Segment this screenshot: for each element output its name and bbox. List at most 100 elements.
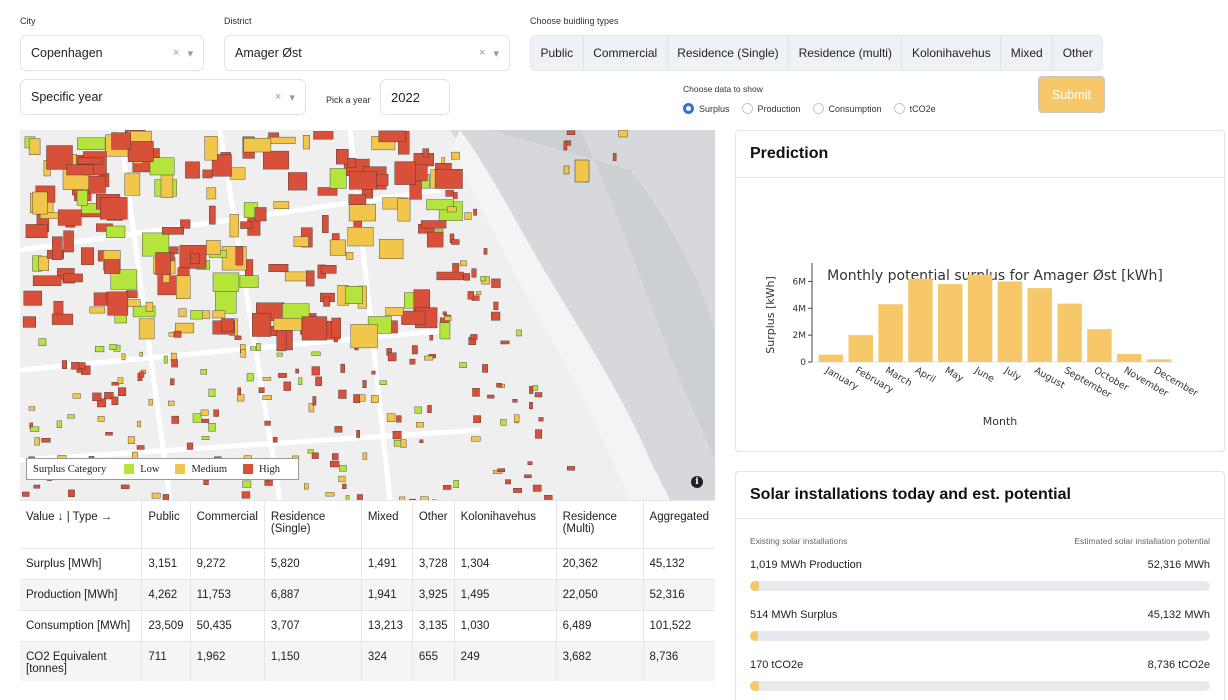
building-footprint[interactable] — [258, 387, 265, 393]
building-footprint[interactable] — [138, 318, 155, 340]
building-footprint[interactable] — [356, 494, 363, 501]
building-footprint[interactable] — [96, 398, 106, 408]
building-footprint[interactable] — [215, 289, 237, 314]
building-footprint[interactable] — [273, 201, 290, 210]
building-footprint[interactable] — [396, 415, 402, 423]
building-footprint[interactable] — [237, 394, 245, 402]
building-footprint[interactable] — [345, 495, 350, 501]
building-footprint[interactable] — [513, 488, 522, 493]
building-footprint[interactable] — [329, 168, 347, 189]
building-footprint[interactable] — [353, 394, 360, 403]
building-footprint[interactable] — [527, 461, 533, 465]
building-footprint[interactable] — [267, 136, 296, 144]
building-footprint[interactable] — [493, 301, 499, 310]
building-footprint[interactable] — [76, 368, 83, 373]
building-footprint[interactable] — [308, 403, 315, 413]
info-icon[interactable]: i — [691, 476, 703, 488]
building-footprint[interactable] — [208, 205, 216, 225]
building-footprint[interactable] — [151, 492, 161, 499]
building-footprint[interactable] — [161, 227, 184, 235]
building-footprint[interactable] — [278, 373, 287, 378]
building-footprint[interactable] — [262, 150, 289, 170]
building-footprint[interactable] — [338, 389, 347, 399]
building-footprint[interactable] — [460, 260, 467, 267]
building-footprint[interactable] — [345, 285, 363, 304]
building-footprint[interactable] — [311, 351, 321, 356]
building-footprint[interactable] — [453, 480, 459, 489]
building-footprint[interactable] — [516, 329, 522, 337]
building-footprint[interactable] — [71, 362, 80, 370]
building-footprint[interactable] — [63, 230, 74, 253]
building-footprint[interactable] — [268, 263, 289, 272]
building-footprint[interactable] — [56, 420, 62, 428]
building-footprint[interactable] — [451, 151, 460, 160]
radio-surplus[interactable]: Surplus — [683, 103, 730, 114]
building-footprint[interactable] — [28, 406, 36, 411]
building-footprint[interactable] — [63, 273, 83, 283]
building-footprint[interactable] — [311, 452, 319, 459]
building-footprint[interactable] — [483, 248, 488, 255]
building-footprint[interactable] — [137, 420, 141, 428]
building-footprint[interactable] — [434, 169, 463, 189]
building-footprint[interactable] — [362, 380, 367, 388]
building-footprint[interactable] — [293, 236, 309, 247]
building-footprint[interactable] — [612, 153, 617, 161]
building-footprint[interactable] — [459, 362, 467, 368]
building-footprint[interactable] — [273, 318, 302, 331]
building-footprint[interactable] — [394, 161, 416, 185]
building-footprint[interactable] — [109, 344, 117, 350]
building-footprint[interactable] — [427, 405, 432, 413]
building-footprint[interactable] — [139, 371, 145, 378]
building-footprint[interactable] — [439, 321, 451, 340]
building-footprint[interactable] — [524, 474, 532, 478]
building-footprint[interactable] — [104, 392, 114, 400]
building-footprint[interactable] — [420, 220, 447, 229]
building-footprint[interactable] — [32, 191, 48, 215]
building-footprint[interactable] — [34, 437, 40, 446]
building-footprint[interactable] — [397, 198, 411, 222]
building-footprint[interactable] — [234, 335, 242, 340]
building-footprint[interactable] — [453, 192, 458, 199]
building-footprint[interactable] — [127, 436, 135, 444]
building-footprint[interactable] — [419, 439, 424, 443]
building-footprint[interactable] — [429, 334, 434, 341]
building-footprint[interactable] — [22, 491, 30, 497]
building-footprint[interactable] — [544, 495, 553, 500]
building-footprint[interactable] — [145, 301, 154, 312]
building-footprint[interactable] — [127, 141, 154, 162]
building-footprint[interactable] — [38, 255, 49, 271]
building-footprint[interactable] — [168, 400, 175, 406]
building-footprint[interactable] — [288, 172, 308, 191]
building-footprint[interactable] — [53, 300, 64, 317]
building-footprint[interactable] — [202, 169, 213, 179]
building-footprint[interactable] — [447, 206, 457, 213]
building-footprint[interactable] — [436, 271, 464, 281]
building-footprint[interactable] — [535, 429, 543, 439]
clear-icon[interactable]: × — [173, 47, 180, 59]
building-footprint[interactable] — [186, 442, 194, 450]
building-footprint[interactable] — [192, 413, 202, 423]
table-header[interactable]: Commercial — [189, 500, 265, 549]
building-footprint[interactable] — [283, 381, 291, 391]
building-footprint[interactable] — [302, 134, 311, 150]
building-footprint[interactable] — [264, 420, 271, 426]
building-footprint[interactable] — [500, 419, 507, 426]
building-footprint[interactable] — [409, 498, 416, 500]
building-footprint[interactable] — [106, 225, 126, 239]
building-footprint[interactable] — [72, 393, 81, 399]
building-footprint[interactable] — [491, 278, 501, 288]
building-footprint[interactable] — [470, 334, 478, 340]
building-footprint[interactable] — [444, 315, 452, 321]
building-footprint[interactable] — [201, 418, 210, 423]
building-footprint[interactable] — [38, 338, 47, 347]
building-footprint[interactable] — [206, 240, 221, 256]
building-footprint[interactable] — [110, 269, 138, 290]
building-footprint[interactable] — [472, 388, 480, 397]
building-footprint[interactable] — [334, 426, 343, 433]
building-footprint[interactable] — [295, 368, 300, 374]
building-footprint[interactable] — [25, 224, 48, 239]
building-footprint[interactable] — [338, 475, 346, 483]
building-footprint[interactable] — [534, 392, 543, 398]
building-footprint[interactable] — [61, 360, 67, 369]
building-footprint[interactable] — [212, 310, 226, 319]
